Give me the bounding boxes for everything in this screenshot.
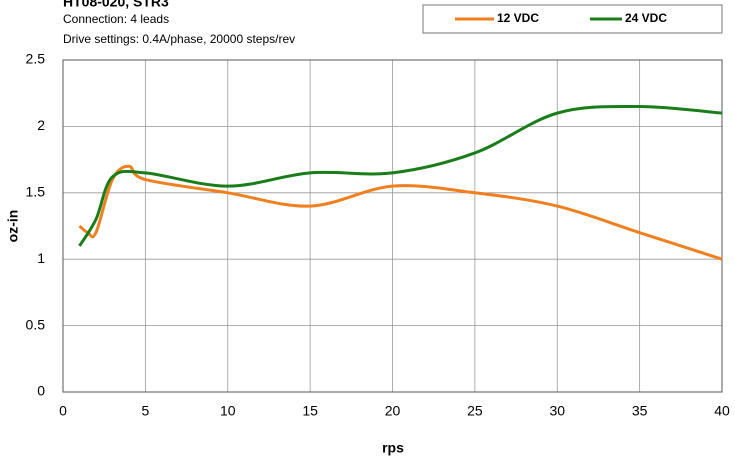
x-tick-label: 0 [59, 403, 67, 419]
chart-subtitle: Connection: 4 leads [63, 12, 169, 26]
x-tick-label: 35 [632, 403, 648, 419]
x-tick-label: 20 [385, 403, 401, 419]
x-tick-label: 5 [141, 403, 149, 419]
y-tick-label: 2.5 [26, 51, 46, 67]
y-tick-label: 0.5 [26, 316, 46, 332]
y-tick-label: 1.5 [26, 184, 46, 200]
x-tick-label: 25 [467, 403, 483, 419]
x-tick-label: 30 [549, 403, 565, 419]
plot-border [62, 59, 723, 393]
data-line [78, 164, 723, 261]
data-line [78, 104, 723, 247]
x-tick-label: 40 [714, 403, 730, 419]
y-tick-label: 2 [37, 117, 45, 133]
legend-label: 12 VDC [497, 11, 539, 25]
y-axis-label: oz-in [5, 210, 21, 243]
x-axis-label: rps [382, 440, 404, 456]
y-tick-label: 1 [37, 250, 45, 266]
chart-subtitle: Drive settings: 0.4A/phase, 20000 steps/… [63, 32, 295, 46]
x-tick-label: 10 [220, 403, 236, 419]
y-tick-label: 0 [37, 383, 45, 399]
x-tick-label: 15 [302, 403, 318, 419]
legend-label: 24 VDC [625, 11, 667, 25]
chart-title: HT08-020, STR3 [63, 0, 169, 10]
